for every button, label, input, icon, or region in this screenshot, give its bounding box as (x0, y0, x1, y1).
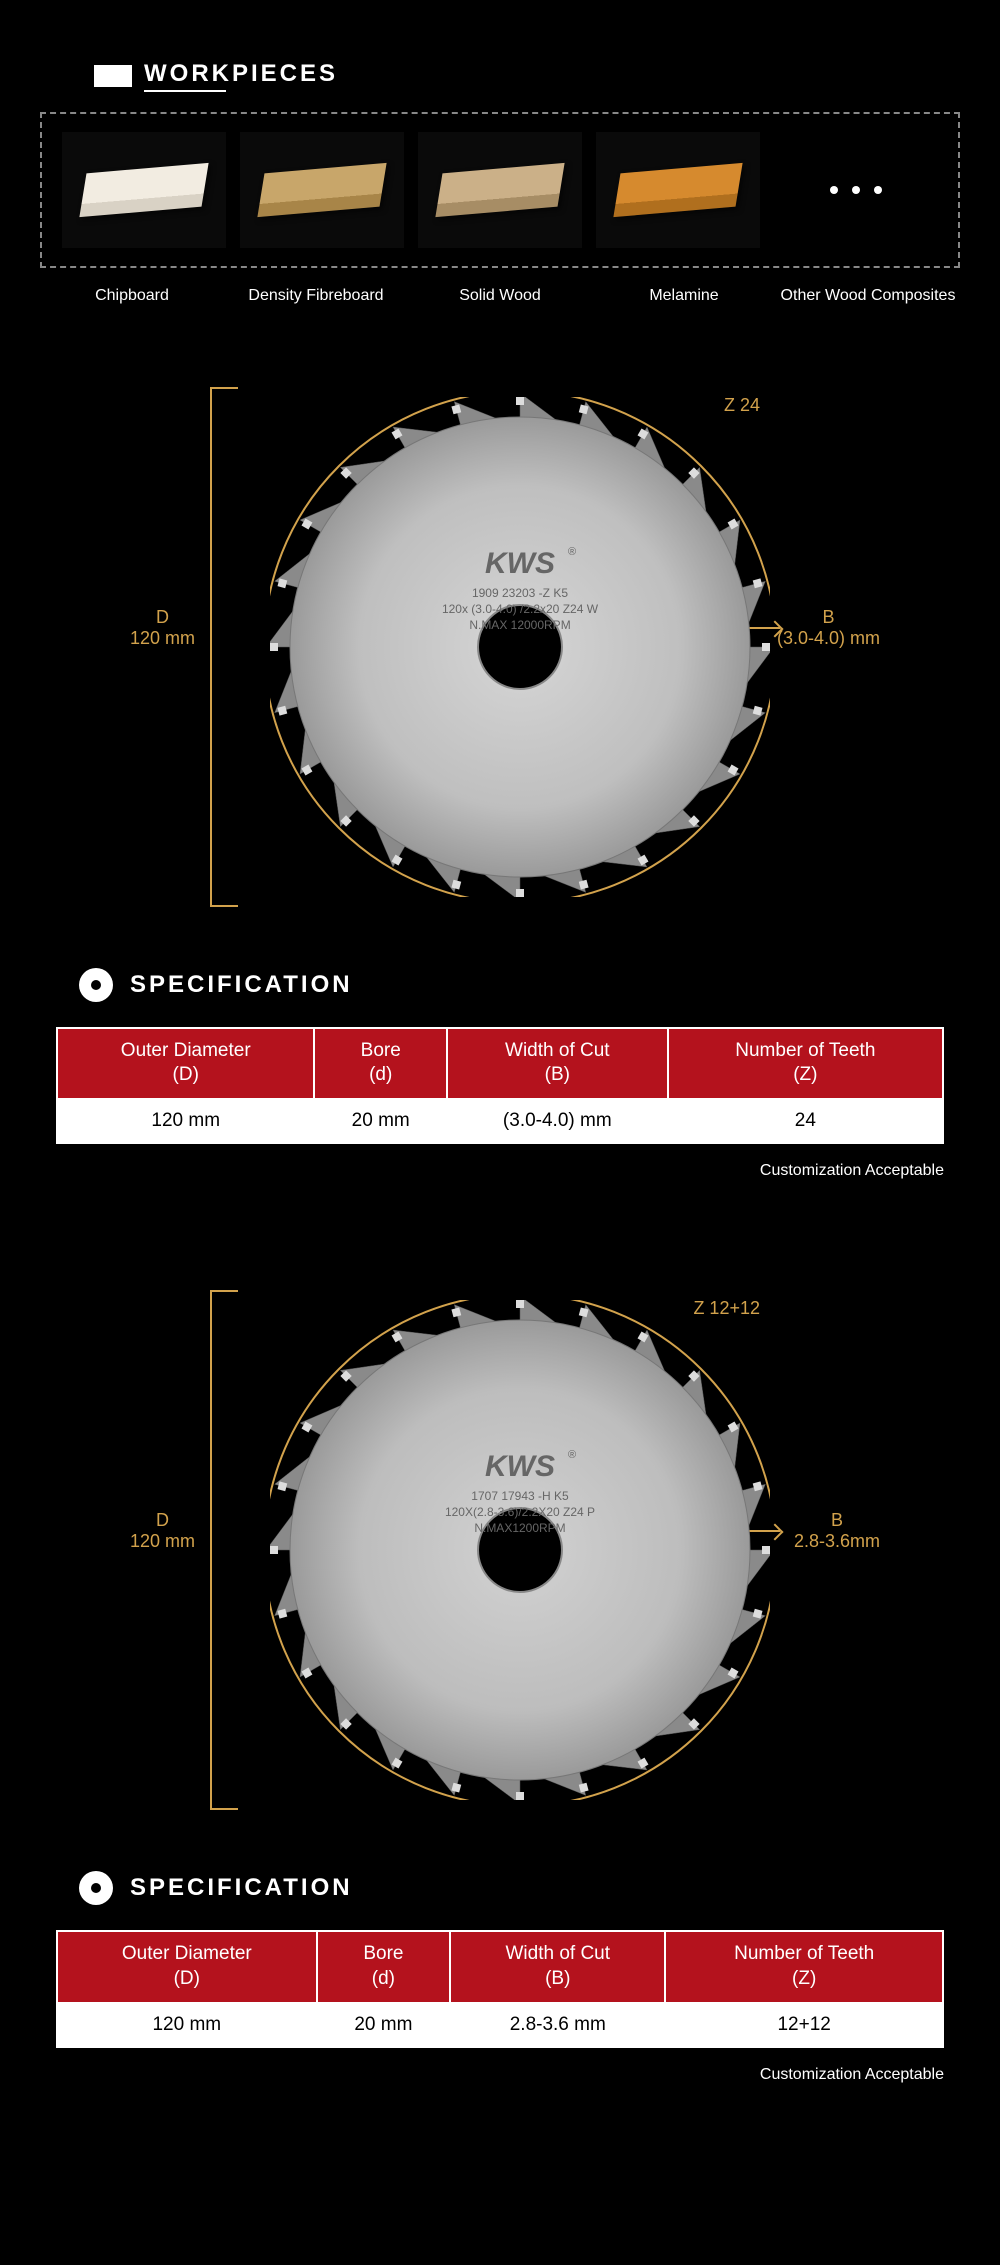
spec-disc-icon (78, 967, 114, 1003)
spec-th: Number of Teeth(Z) (668, 1028, 943, 1099)
saw-blade-icon: KWS ® 1909 23203 -Z K5 120x (3.0-4.0) /2… (270, 397, 770, 897)
customization-note: Customization Acceptable (56, 1162, 944, 1180)
workpiece-swatch (418, 132, 582, 248)
spec-header: SPECIFICATION (78, 1870, 960, 1906)
blade-diagram: D120 mm Z 12+12 B2.8-3.6mm d20 mm KWS ® … (90, 1270, 910, 1830)
spec-header: SPECIFICATION (78, 967, 960, 1003)
b-label: B(3.0-4.0) mm (777, 607, 880, 649)
svg-text:KWS: KWS (485, 1450, 555, 1483)
blade-section: D120 mm Z 24 B(3.0-4.0) mm d20 mm KWS ® … (40, 367, 960, 1180)
spec-title: SPECIFICATION (130, 1874, 353, 1902)
svg-text:®: ® (568, 1449, 576, 1461)
workpiece-caption: Density Fibreboard (224, 286, 408, 307)
blade-section: D120 mm Z 12+12 B2.8-3.6mm d20 mm KWS ® … (40, 1270, 960, 2083)
workpieces-captions: ChipboardDensity FibreboardSolid WoodMel… (40, 286, 960, 307)
workpieces-gallery (40, 112, 960, 268)
svg-text:KWS: KWS (485, 547, 555, 580)
spec-td: 20 mm (314, 1099, 446, 1143)
b-label: B2.8-3.6mm (794, 1510, 880, 1552)
spec-table: Outer Diameter(D)Bore(d)Width of Cut(B)N… (56, 1027, 944, 1144)
spec-table: Outer Diameter(D)Bore(d)Width of Cut(B)N… (56, 1930, 944, 2047)
workpieces-badge-icon (94, 65, 132, 87)
svg-text:N.MAX1200RPM: N.MAX1200RPM (474, 1521, 565, 1535)
d-bracket (210, 1290, 238, 1810)
svg-text:®: ® (568, 546, 576, 558)
spec-th: Number of Teeth(Z) (665, 1931, 943, 2002)
spec-td: 24 (668, 1099, 943, 1143)
workpiece-swatch (240, 132, 404, 248)
spec-td: 20 mm (317, 2003, 451, 2047)
page: WORKPIECES ChipboardDensity FibreboardSo… (0, 0, 1000, 2254)
spec-th: Outer Diameter(D) (57, 1931, 317, 2002)
workpieces-title: WORKPIECES (144, 60, 338, 88)
workpieces-header: WORKPIECES (94, 60, 960, 92)
blade-diagram: D120 mm Z 24 B(3.0-4.0) mm d20 mm KWS ® … (90, 367, 910, 927)
svg-text:120X(2.8-3.6)/2.2X20 Z24 P: 120X(2.8-3.6)/2.2X20 Z24 P (445, 1505, 595, 1519)
spec-th: Width of Cut(B) (450, 1931, 665, 2002)
svg-text:1707 17943 -H K5: 1707 17943 -H K5 (471, 1489, 569, 1503)
spec-disc-icon (78, 1870, 114, 1906)
spec-td: 120 mm (57, 2003, 317, 2047)
d-bracket (210, 387, 238, 907)
customization-note: Customization Acceptable (56, 2066, 944, 2084)
svg-text:N.MAX 12000RPM: N.MAX 12000RPM (469, 618, 570, 632)
workpiece-caption: Other Wood Composites (776, 286, 960, 307)
spec-td: 120 mm (57, 1099, 314, 1143)
spec-th: Bore(d) (317, 1931, 451, 2002)
workpiece-caption: Chipboard (40, 286, 224, 307)
spec-th: Width of Cut(B) (447, 1028, 668, 1099)
workpiece-swatch (596, 132, 760, 248)
spec-th: Bore(d) (314, 1028, 446, 1099)
d-label: D120 mm (130, 607, 195, 649)
workpieces-title-wrap: WORKPIECES (144, 60, 338, 92)
workpiece-caption: Melamine (592, 286, 776, 307)
spec-title: SPECIFICATION (130, 971, 353, 999)
spec-td: 2.8-3.6 mm (450, 2003, 665, 2047)
d-label: D120 mm (130, 1510, 195, 1552)
workpiece-swatch (62, 132, 226, 248)
saw-blade-icon: KWS ® 1707 17943 -H K5 120X(2.8-3.6)/2.2… (270, 1300, 770, 1800)
spec-td: (3.0-4.0) mm (447, 1099, 668, 1143)
workpiece-caption: Solid Wood (408, 286, 592, 307)
spec-th: Outer Diameter(D) (57, 1028, 314, 1099)
svg-text:1909 23203 -Z K5: 1909 23203 -Z K5 (472, 586, 568, 600)
workpieces-underline (144, 90, 226, 92)
spec-td: 12+12 (665, 2003, 943, 2047)
svg-text:120x (3.0-4.0) /2.2x20 Z24 W: 120x (3.0-4.0) /2.2x20 Z24 W (442, 602, 599, 616)
more-dots-icon (774, 186, 938, 194)
